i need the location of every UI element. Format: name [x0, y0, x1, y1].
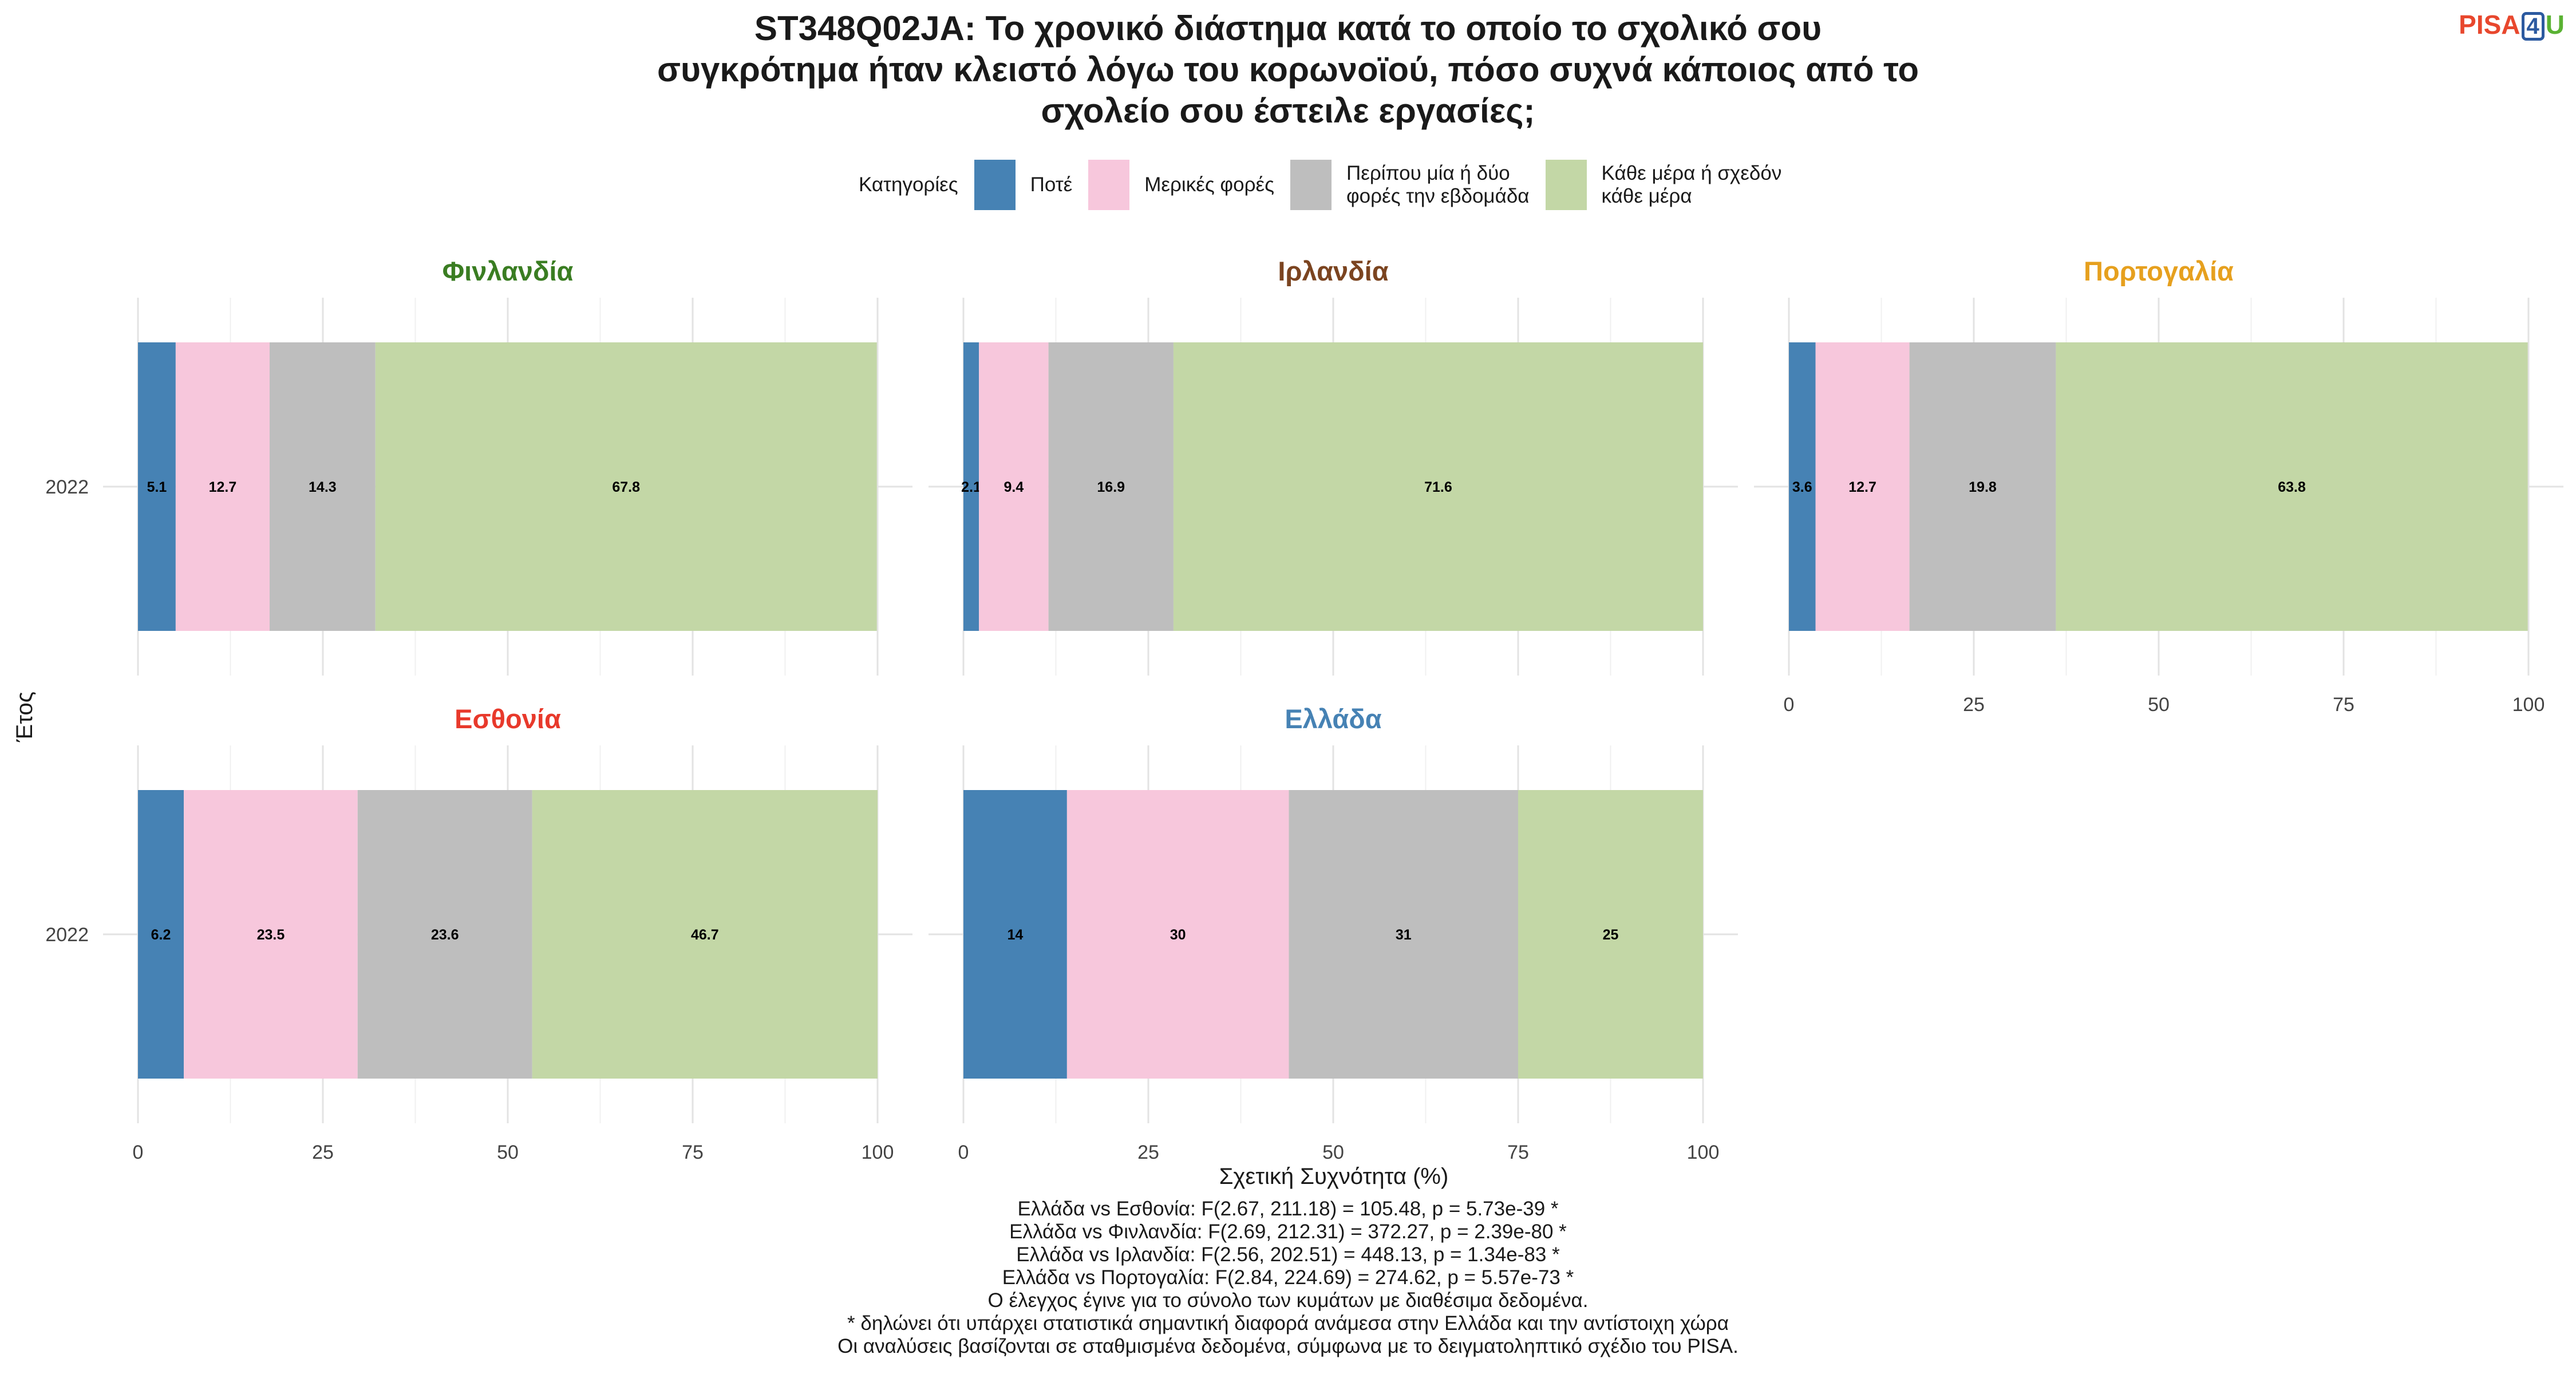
- bar-segment: [138, 342, 176, 631]
- x-tick-label: 0: [958, 1142, 969, 1163]
- x-tick-label: 100: [862, 1142, 894, 1163]
- chart-title: ST348Q02JA: Το χρονικό διάστημα κατά το …: [657, 9, 1919, 130]
- panel-title: Πορτογαλία: [2084, 256, 2234, 286]
- legend: Κατηγορίες Ποτέ Μερικές φορές Περίπου μί…: [859, 159, 1797, 211]
- bar-segment: [375, 342, 877, 631]
- data-label: 6.2: [151, 927, 171, 943]
- legend-swatch: [1088, 160, 1130, 210]
- bar-segment: [357, 790, 532, 1079]
- data-label: 25: [1603, 927, 1619, 943]
- x-tick-label: 75: [2333, 694, 2354, 716]
- bar-segment: [963, 790, 1067, 1079]
- bar-segment: [184, 790, 358, 1079]
- data-label: 3.6: [1792, 479, 1812, 495]
- pisa4u-logo: PISA 4 U: [2459, 10, 2565, 41]
- data-label: 67.8: [612, 479, 640, 495]
- legend-label: Ποτέ: [1030, 173, 1073, 196]
- statistical-notes: Ελλάδα vs Εσθονία: F(2.67, 211.18) = 105…: [515, 1198, 2061, 1358]
- note-line: * δηλώνει ότι υπάρχει στατιστικά σημαντι…: [847, 1312, 1729, 1334]
- bar-segment: [1048, 342, 1174, 631]
- data-label: 46.7: [691, 927, 719, 943]
- bar-segment: [963, 342, 979, 631]
- x-tick-label: 75: [1507, 1142, 1529, 1163]
- x-axis-title: Σχετική Συχνότητα (%): [1219, 1164, 1449, 1189]
- bar-segment: [1066, 790, 1289, 1079]
- panel-title: Φινλανδία: [442, 256, 574, 286]
- note-line: Ελλάδα vs Πορτογαλία: F(2.84, 224.69) = …: [1002, 1266, 1574, 1289]
- panel-title: Εσθονία: [455, 704, 561, 734]
- data-label: 23.5: [257, 927, 285, 943]
- data-label: 5.1: [147, 479, 167, 495]
- legend-label: Περίπου μία ή δύο φορές την εβδομάδα: [1346, 162, 1530, 207]
- x-tick-label: 100: [2512, 694, 2545, 716]
- legend-item-sometimes: Μερικές φορές: [1088, 160, 1274, 210]
- x-tick-label: 0: [1784, 694, 1795, 716]
- legend-swatch: [1545, 160, 1587, 210]
- x-tick-label: 50: [1322, 1142, 1344, 1163]
- data-label: 2.1: [961, 479, 981, 495]
- x-tick-label: 25: [1963, 694, 1985, 716]
- x-tick-label: 25: [312, 1142, 334, 1163]
- legend-swatch: [974, 160, 1016, 210]
- panel-title: Ελλάδα: [1285, 704, 1381, 734]
- note-line: Ο έλεγχος έγινε για το σύνολο των κυμάτω…: [987, 1289, 1589, 1312]
- bar-segment: [175, 342, 270, 631]
- legend-label: Κάθε μέρα ή σχεδόν κάθε μέρα: [1601, 162, 1782, 207]
- x-tick-label: 50: [497, 1142, 519, 1163]
- bar-segment: [1909, 342, 2056, 631]
- legend-item-weekly: Περίπου μία ή δύο φορές την εβδομάδα: [1290, 160, 1530, 210]
- data-label: 12.7: [1848, 479, 1876, 495]
- bar-segment: [1289, 790, 1518, 1079]
- bar-segment: [269, 342, 376, 631]
- note-line: Ελλάδα vs Ιρλανδία: F(2.56, 202.51) = 44…: [1016, 1243, 1560, 1266]
- data-label: 19.8: [1969, 479, 1997, 495]
- data-label: 71.6: [1424, 479, 1452, 495]
- bar-segment: [1789, 342, 1816, 631]
- bar-segment: [1173, 342, 1703, 631]
- data-label: 23.6: [431, 927, 459, 943]
- bar-segment: [138, 790, 184, 1079]
- data-label: 63.8: [2278, 479, 2306, 495]
- note-line: Ελλάδα vs Εσθονία: F(2.67, 211.18) = 105…: [1017, 1198, 1559, 1220]
- x-tick-label: 25: [1137, 1142, 1159, 1163]
- y-tick-label: 2022: [45, 476, 89, 498]
- data-label: 9.4: [1003, 479, 1024, 495]
- panel-title: Ιρλανδία: [1278, 256, 1388, 286]
- x-tick-label: 50: [2148, 694, 2170, 716]
- legend-title: Κατηγορίες: [859, 173, 958, 196]
- bar-segment: [1815, 342, 1910, 631]
- data-label: 14.3: [309, 479, 337, 495]
- note-line: Ελλάδα vs Φινλανδία: F(2.69, 212.31) = 3…: [1009, 1221, 1567, 1243]
- bar-segment: [2056, 342, 2528, 631]
- data-label: 31: [1396, 927, 1412, 943]
- legend-item-daily: Κάθε μέρα ή σχεδόν κάθε μέρα: [1545, 160, 1782, 210]
- note-line: Οι αναλύσεις βασίζονται σε σταθμισμένα δ…: [837, 1335, 1739, 1357]
- x-tick-label: 0: [133, 1142, 144, 1163]
- data-label: 16.9: [1097, 479, 1125, 495]
- data-label: 30: [1170, 927, 1186, 943]
- x-tick-label: 75: [682, 1142, 704, 1163]
- y-axis-title: Έτος: [12, 692, 37, 743]
- data-label: 14: [1008, 927, 1024, 943]
- legend-label: Μερικές φορές: [1144, 173, 1274, 196]
- bar-segment: [1518, 790, 1703, 1079]
- bar-segment: [979, 342, 1049, 631]
- legend-item-never: Ποτέ: [974, 160, 1073, 210]
- y-tick-label: 2022: [45, 924, 89, 946]
- data-label: 12.7: [209, 479, 237, 495]
- x-tick-label: 100: [1687, 1142, 1720, 1163]
- legend-swatch: [1290, 160, 1332, 210]
- bar-segment: [532, 790, 878, 1079]
